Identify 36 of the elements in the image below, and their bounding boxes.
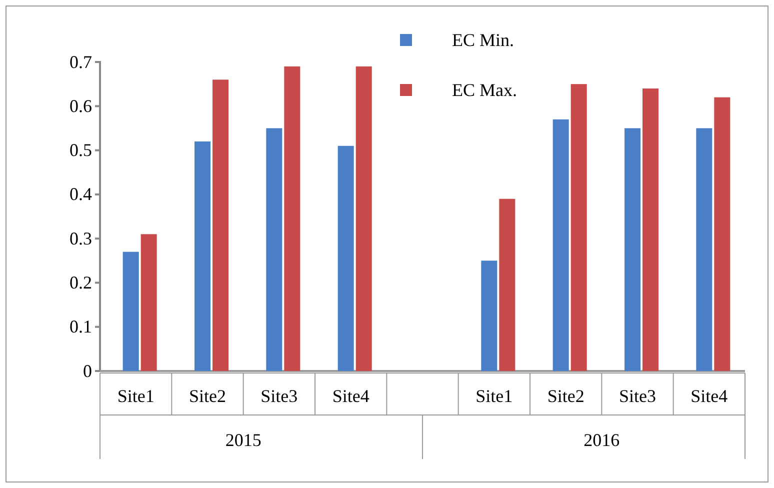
y-tick-label: 0.5 — [70, 140, 92, 160]
bar — [552, 119, 569, 371]
bar — [642, 88, 658, 371]
bar — [338, 146, 354, 371]
y-tick-label: 0 — [83, 360, 92, 381]
y-tick-label: 0.4 — [70, 184, 92, 204]
x-tick-label: Site1 — [476, 386, 513, 406]
text: 2015 — [225, 430, 262, 450]
bar — [481, 260, 498, 371]
bar — [714, 97, 730, 371]
bar — [696, 128, 712, 371]
y-tick-label: 0.7 — [70, 52, 92, 72]
bar — [122, 252, 139, 371]
y-tick-label: 0.1 — [70, 316, 92, 337]
y-tick-label: 0.3 — [70, 228, 92, 248]
bar — [499, 198, 516, 371]
x-tick-label: Site2 — [188, 386, 226, 406]
bar — [266, 128, 282, 371]
bar — [624, 128, 640, 371]
x-tick-label: Site3 — [260, 386, 298, 406]
bar — [570, 84, 587, 371]
legend-label: EC Max. — [452, 80, 517, 100]
x-tick-label: Site4 — [690, 386, 728, 406]
bar — [140, 234, 157, 371]
legend-label: EC Min. — [452, 30, 514, 50]
bar — [284, 66, 300, 371]
bar — [194, 141, 210, 371]
bar — [212, 80, 228, 371]
y-tick-label: 0.2 — [70, 272, 92, 292]
bar — [356, 66, 372, 371]
x-tick-label: Site3 — [618, 386, 656, 406]
text: 2016 — [584, 430, 620, 450]
y-tick-label: 0.6 — [70, 96, 92, 116]
x-tick-label: Site2 — [547, 386, 584, 406]
x-tick-label: Site4 — [332, 386, 370, 406]
x-tick-label: Site1 — [117, 386, 154, 406]
